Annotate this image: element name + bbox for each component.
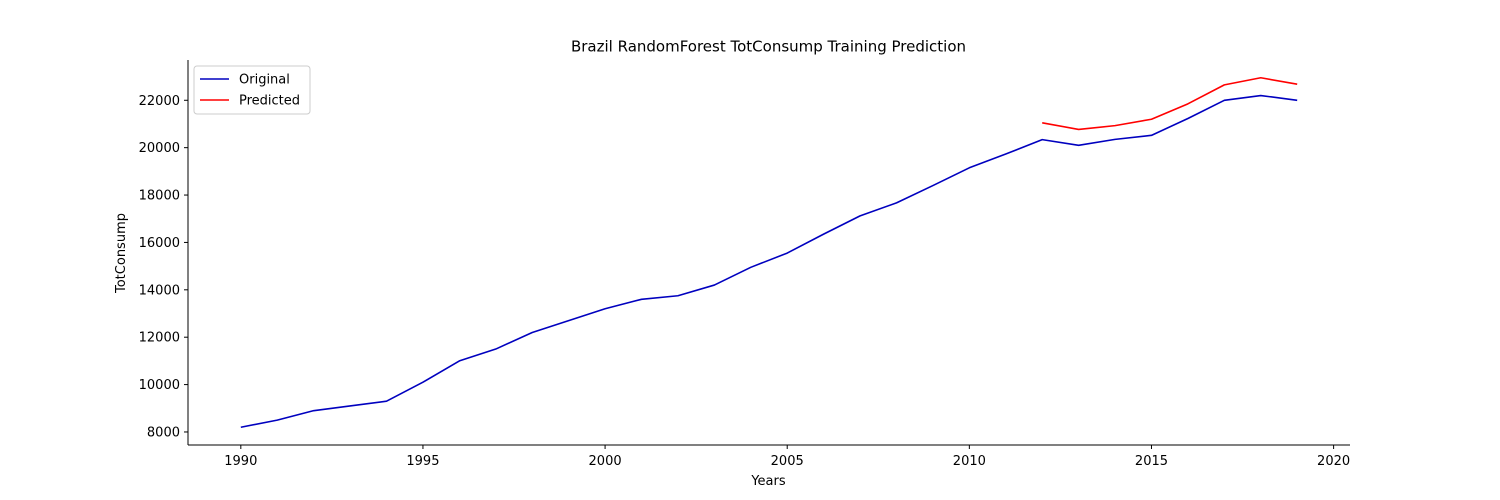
- x-tick-label: 1990: [224, 454, 257, 469]
- series-lines: [240, 76, 1298, 429]
- axes: 1990 1995 2000 2005 2010 2015 2020 8000 10000 120…: [139, 60, 1350, 469]
- x-tick-label: 2020: [1317, 454, 1350, 469]
- y-tick-label: 14000: [139, 283, 180, 298]
- y-tick-label: 16000: [139, 236, 180, 251]
- y-tick-label: 12000: [139, 331, 180, 346]
- x-tick-label: 2005: [771, 454, 804, 469]
- x-tick-label: 2000: [589, 454, 622, 469]
- chart-title: Brazil RandomForest TotConsump Training …: [571, 38, 966, 56]
- y-axis-title: TotConsump: [114, 213, 129, 294]
- legend-label-original: Original: [239, 73, 290, 88]
- series-line-predicted: [1042, 76, 1298, 131]
- legend: Original Predicted: [193, 65, 311, 115]
- y-tick-label: 18000: [139, 189, 180, 204]
- y-tick-label: 20000: [139, 141, 180, 156]
- x-tick-label: 2010: [953, 454, 986, 469]
- y-tick-label: 10000: [139, 378, 180, 393]
- y-tick-label: 22000: [139, 94, 180, 109]
- x-tick-label: 2015: [1135, 454, 1168, 469]
- x-tick-label: 1995: [406, 454, 439, 469]
- y-tick-label: 8000: [147, 425, 180, 440]
- legend-label-predicted: Predicted: [239, 94, 300, 109]
- legend-box: [193, 65, 311, 115]
- series-line-original: [240, 94, 1298, 429]
- x-axis-title: Years: [750, 474, 786, 489]
